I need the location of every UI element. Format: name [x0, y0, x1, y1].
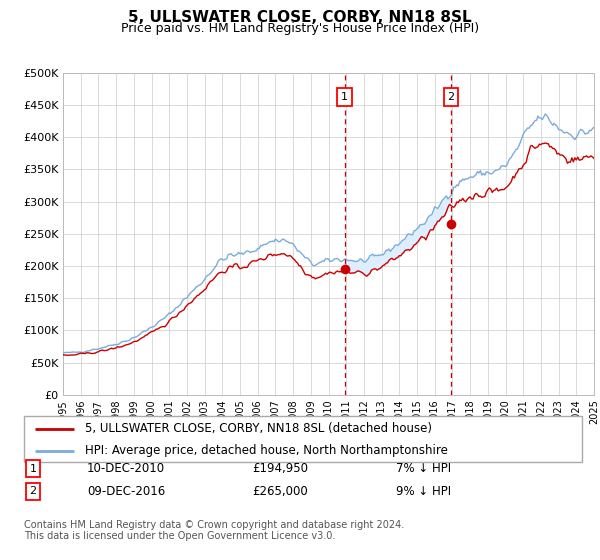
Text: HPI: Average price, detached house, North Northamptonshire: HPI: Average price, detached house, Nort…	[85, 444, 448, 457]
Text: 09-DEC-2016: 09-DEC-2016	[87, 484, 165, 498]
Text: Contains HM Land Registry data © Crown copyright and database right 2024.
This d: Contains HM Land Registry data © Crown c…	[24, 520, 404, 542]
Text: £194,950: £194,950	[252, 462, 308, 475]
Text: 1: 1	[341, 92, 348, 102]
FancyBboxPatch shape	[24, 416, 582, 462]
Text: 2: 2	[29, 486, 37, 496]
Text: 10-DEC-2010: 10-DEC-2010	[87, 462, 165, 475]
Text: 7% ↓ HPI: 7% ↓ HPI	[396, 462, 451, 475]
Text: 9% ↓ HPI: 9% ↓ HPI	[396, 484, 451, 498]
Text: 5, ULLSWATER CLOSE, CORBY, NN18 8SL: 5, ULLSWATER CLOSE, CORBY, NN18 8SL	[128, 10, 472, 25]
Text: 5, ULLSWATER CLOSE, CORBY, NN18 8SL (detached house): 5, ULLSWATER CLOSE, CORBY, NN18 8SL (det…	[85, 422, 433, 436]
Text: 1: 1	[29, 464, 37, 474]
Text: Price paid vs. HM Land Registry's House Price Index (HPI): Price paid vs. HM Land Registry's House …	[121, 22, 479, 35]
Text: £265,000: £265,000	[252, 484, 308, 498]
Text: 2: 2	[448, 92, 455, 102]
